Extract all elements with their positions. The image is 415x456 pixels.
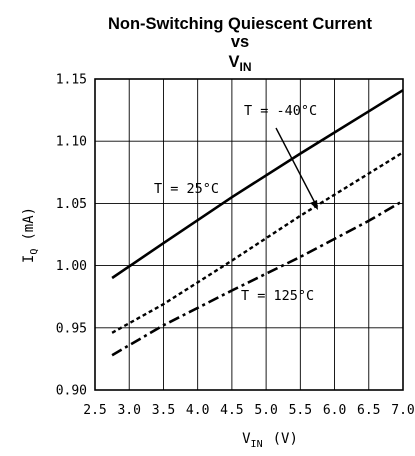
annotation-arrow-head: [310, 200, 318, 210]
series-line-1: [111, 151, 404, 334]
annotation-arrow-line: [275, 127, 316, 204]
series-lines: [111, 89, 404, 357]
plot-frame: [94, 78, 404, 391]
x-axis-label-sub: IN: [251, 439, 263, 450]
x-tick-label: 3.5: [152, 403, 175, 418]
x-tick-label: 7.0: [391, 403, 414, 418]
x-axis-label: VIN (V): [242, 431, 298, 450]
grid: [95, 79, 403, 390]
x-tick-label: 3.0: [117, 403, 140, 418]
chart-title-vin-main: V: [228, 53, 239, 71]
y-tick-label: 1.15: [56, 73, 87, 88]
x-tick-label: 5.0: [254, 403, 277, 418]
y-tick-label: 1.00: [56, 259, 87, 274]
ticks: 2.5 3.0 3.5 4.0 4.5 5.0 5.5 6.0 6.5 7.0 0.90 0.95 1.…: [56, 73, 415, 419]
x-axis-label-unit: (V): [273, 431, 298, 447]
x-tick-label: 6.0: [323, 403, 346, 418]
chart-title-vs: vs: [231, 33, 249, 51]
y-axis-label: IQ (mA): [21, 207, 40, 263]
y-axis-label-sub: Q: [29, 249, 40, 255]
y-tick-label: 1.10: [56, 135, 87, 150]
x-tick-label: 5.5: [289, 403, 312, 418]
series-line-2: [111, 199, 404, 357]
y-tick-label: 1.05: [56, 197, 87, 212]
chart-title-vin-sub: IN: [240, 60, 252, 74]
chart-title: Non-Switching Quiescent Current: [108, 15, 373, 33]
series-line-0: [111, 89, 404, 280]
x-tick-label: 6.5: [357, 403, 380, 418]
y-tick-label: 0.90: [56, 384, 87, 399]
x-tick-label: 4.5: [220, 403, 243, 418]
y-tick-label: 0.95: [56, 321, 87, 336]
y-axis-label-main: I: [21, 255, 37, 263]
y-axis-label-unit: (mA): [21, 207, 37, 241]
x-tick-label: 2.5: [83, 403, 106, 418]
label-minus40c: T = -40°C: [244, 103, 317, 119]
label-25c: T = 25°C: [154, 181, 219, 197]
x-axis-label-main: V: [242, 431, 251, 447]
chart-title-vin: VIN: [228, 53, 251, 74]
x-tick-label: 4.0: [186, 403, 209, 418]
label-125c: T = 125°C: [241, 288, 314, 304]
